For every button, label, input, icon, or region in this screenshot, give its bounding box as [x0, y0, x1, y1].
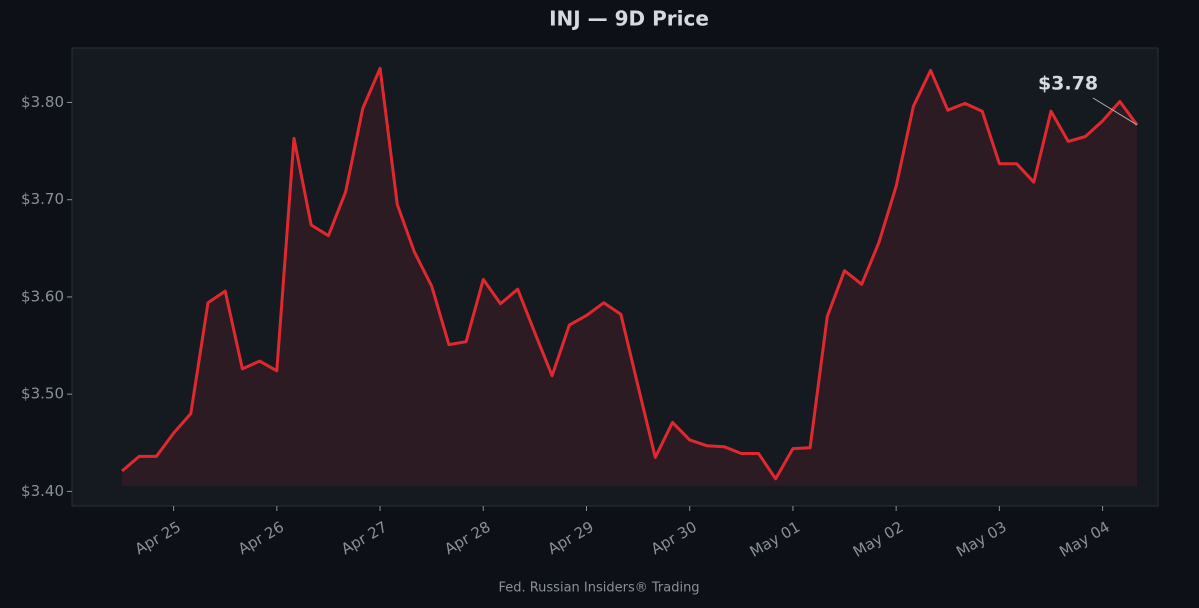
y-tick-label: $3.70 — [21, 190, 64, 208]
y-tick-label: $3.60 — [21, 287, 64, 305]
annotation: $3.78 — [1038, 73, 1098, 95]
y-tick-label: $3.40 — [21, 482, 64, 500]
area-fill — [122, 68, 1137, 487]
plot-area — [71, 47, 1159, 507]
footer: Fed. Russian Insiders® Trading — [498, 581, 699, 596]
y-tick-label: $3.80 — [21, 93, 64, 111]
y-tick-label: $3.50 — [21, 385, 64, 403]
annotation-leader — [1092, 97, 1138, 126]
price-line — [121, 66, 1139, 481]
chart-title: INJ — 9D Price — [549, 7, 709, 31]
